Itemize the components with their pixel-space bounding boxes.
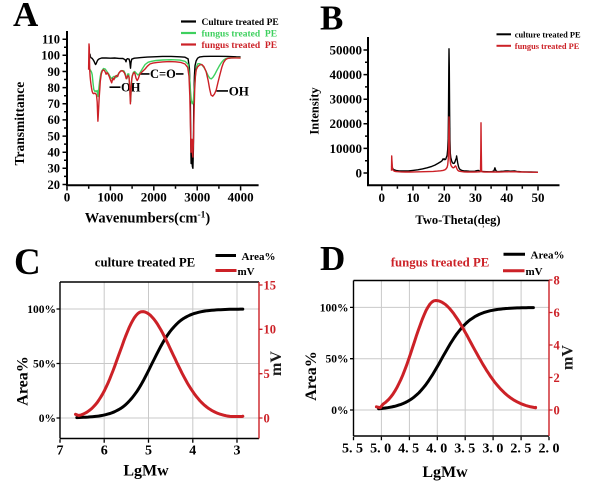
svg-text:6: 6 <box>101 444 108 459</box>
svg-text:fungus treated PE: fungus treated PE <box>515 42 580 51</box>
svg-text:fungus treated PE: fungus treated PE <box>202 30 278 40</box>
svg-text:6: 6 <box>554 306 560 320</box>
svg-text:70: 70 <box>48 97 61 111</box>
svg-text:A: A <box>13 0 39 34</box>
svg-text:60: 60 <box>48 113 61 127</box>
svg-text:5: 5 <box>145 444 152 459</box>
svg-text:mV: mV <box>560 345 577 370</box>
svg-text:40000: 40000 <box>330 67 363 82</box>
svg-text:7: 7 <box>57 444 64 459</box>
svg-text:3000: 3000 <box>184 190 210 205</box>
svg-text:1000: 1000 <box>97 190 123 205</box>
svg-text:20000: 20000 <box>330 116 363 131</box>
svg-text:2: 2 <box>554 371 560 385</box>
svg-text:8: 8 <box>554 273 560 287</box>
svg-text:0: 0 <box>554 403 560 417</box>
svg-text:’: ’ <box>482 224 485 233</box>
svg-text:100%: 100% <box>320 302 349 314</box>
svg-text:0: 0 <box>379 190 386 205</box>
svg-text:10: 10 <box>407 190 420 205</box>
svg-text:40: 40 <box>48 146 61 160</box>
svg-text:30: 30 <box>48 162 61 176</box>
svg-text:C: C <box>14 242 41 283</box>
svg-text:fungus treated PE: fungus treated PE <box>202 41 278 51</box>
svg-text:D: D <box>320 239 345 278</box>
svg-text:2. 0: 2. 0 <box>539 442 560 457</box>
svg-text:90: 90 <box>48 65 61 79</box>
svg-text:80: 80 <box>48 81 61 95</box>
svg-text:Transmittance: Transmittance <box>12 82 27 166</box>
svg-text:Wavenumbers(cm-1): Wavenumbers(cm-1) <box>85 211 211 227</box>
svg-text:20: 20 <box>438 190 451 205</box>
svg-text:50000: 50000 <box>330 42 363 57</box>
svg-text:50: 50 <box>532 190 545 205</box>
svg-text:Area%: Area% <box>531 249 565 261</box>
svg-text:OH: OH <box>229 83 249 98</box>
svg-text:4. 5: 4. 5 <box>398 442 419 457</box>
svg-text:2000: 2000 <box>141 190 167 205</box>
svg-text:0%: 0% <box>39 413 56 425</box>
svg-text:110: 110 <box>42 33 60 47</box>
svg-text:mV: mV <box>268 351 285 376</box>
svg-text:15: 15 <box>264 278 277 292</box>
svg-text:LgMw: LgMw <box>123 462 169 479</box>
svg-text:mV: mV <box>238 266 255 278</box>
svg-text:5. 5: 5. 5 <box>342 442 363 457</box>
svg-text:10: 10 <box>264 323 277 337</box>
svg-text:4: 4 <box>554 338 561 352</box>
svg-text:3: 3 <box>234 444 241 459</box>
svg-text:culture treated PE: culture treated PE <box>95 256 195 270</box>
svg-text:3. 0: 3. 0 <box>482 442 503 457</box>
svg-text:20: 20 <box>48 178 61 192</box>
svg-text:50: 50 <box>48 129 61 143</box>
svg-text:C=O: C=O <box>150 67 176 81</box>
svg-text:3. 5: 3. 5 <box>454 442 475 457</box>
svg-text:Intensity: Intensity <box>308 87 322 135</box>
svg-text:50%: 50% <box>326 354 349 366</box>
svg-text:2. 5: 2. 5 <box>510 442 531 457</box>
svg-text:30000: 30000 <box>330 92 363 107</box>
svg-text:4: 4 <box>189 444 196 459</box>
svg-text:40: 40 <box>500 190 513 205</box>
svg-text:Culture treated PE: Culture treated PE <box>202 18 279 28</box>
svg-text:Area%: Area% <box>242 251 276 263</box>
svg-text:30: 30 <box>469 190 482 205</box>
svg-text:0: 0 <box>64 190 71 205</box>
svg-text:10000: 10000 <box>330 141 363 156</box>
svg-text:Area%: Area% <box>15 356 32 405</box>
svg-text:culture treated PE: culture treated PE <box>515 30 581 39</box>
svg-text:50%: 50% <box>33 359 56 371</box>
svg-text:Two-Theta(deg): Two-Theta(deg) <box>415 213 500 227</box>
svg-text:mV: mV <box>526 266 543 278</box>
svg-text:100%: 100% <box>27 304 56 316</box>
svg-text:0: 0 <box>356 165 363 180</box>
svg-text:5. 0: 5. 0 <box>370 442 391 457</box>
svg-text:0: 0 <box>264 411 270 425</box>
svg-text:100: 100 <box>41 49 60 63</box>
svg-text:LgMw: LgMw <box>422 464 468 481</box>
svg-text:Area%: Area% <box>303 351 320 400</box>
svg-text:B: B <box>320 0 343 38</box>
svg-text:fungus treated PE: fungus treated PE <box>391 256 490 270</box>
svg-text:4000: 4000 <box>228 190 254 205</box>
svg-text:0%: 0% <box>331 405 348 417</box>
svg-text:5: 5 <box>264 367 270 381</box>
svg-text:4. 0: 4. 0 <box>426 442 447 457</box>
